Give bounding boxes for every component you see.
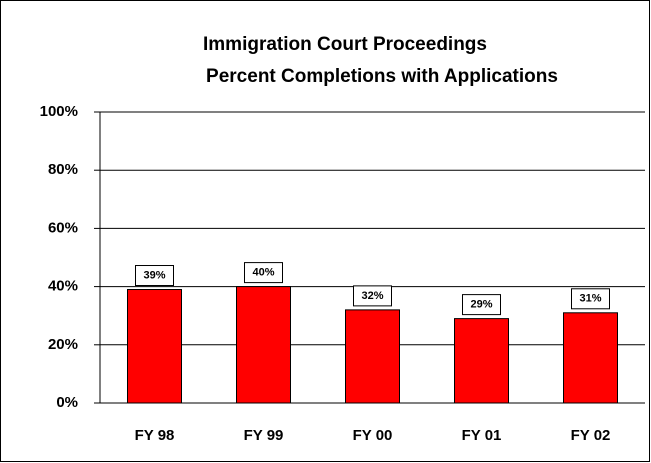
value-label: 31% (579, 293, 601, 305)
bar (345, 309, 400, 404)
x-tick-label: FY 02 (571, 427, 611, 444)
value-label: 32% (361, 290, 383, 302)
x-tick-label: FY 00 (353, 427, 393, 444)
x-tick-label: FY 01 (462, 427, 502, 444)
bar (563, 312, 618, 404)
y-tick-label: 20% (48, 336, 78, 353)
value-label: 29% (470, 299, 492, 311)
value-label-box (462, 294, 501, 316)
y-tick-label: 100% (40, 103, 78, 120)
value-label-box (353, 285, 392, 307)
x-tick-label: FY 99 (244, 427, 284, 444)
chart-title: Immigration Court Proceedings (203, 34, 487, 55)
x-tick-label: FY 98 (135, 427, 175, 444)
value-label-box (571, 288, 610, 310)
y-tick-label: 0% (56, 394, 78, 411)
y-tick-label: 60% (48, 219, 78, 236)
value-label-box (244, 262, 283, 284)
bar (454, 318, 509, 404)
chart-subtitle: Percent Completions with Applications (206, 66, 558, 87)
value-label: 40% (252, 267, 274, 279)
bar (127, 289, 182, 404)
value-label: 39% (143, 269, 165, 281)
value-label-box (135, 265, 174, 287)
y-tick-label: 40% (48, 278, 78, 295)
y-tick-label: 80% (48, 161, 78, 178)
bar (236, 286, 291, 404)
